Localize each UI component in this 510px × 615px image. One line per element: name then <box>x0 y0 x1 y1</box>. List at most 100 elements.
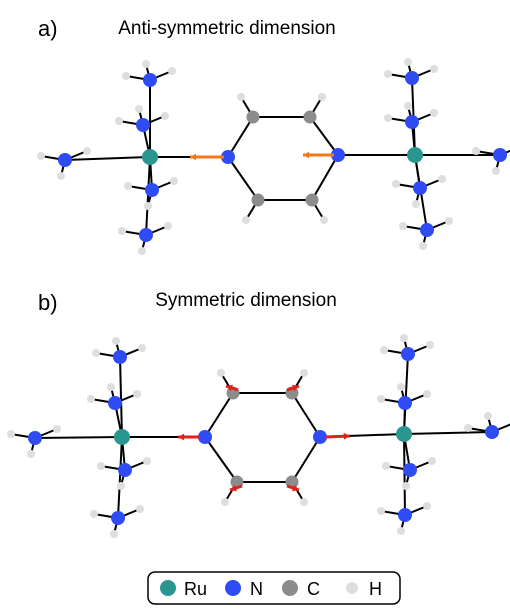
atom-h <box>426 341 434 349</box>
atom-h <box>430 65 438 73</box>
atom-n <box>485 425 499 439</box>
atom-h <box>412 200 420 208</box>
atom-n <box>405 71 419 85</box>
atom-h <box>423 502 431 510</box>
arrow-head <box>303 152 309 159</box>
atom-h <box>484 412 492 420</box>
atom-h <box>423 390 431 398</box>
atom-n <box>198 430 212 444</box>
atom-ru <box>407 147 423 163</box>
atom-h <box>377 395 385 403</box>
atom-n <box>28 431 42 445</box>
atom-h <box>300 369 308 377</box>
atom-n <box>136 118 150 132</box>
bond <box>310 117 338 155</box>
atom-h <box>397 527 405 535</box>
atom-h <box>117 482 125 490</box>
atom-h <box>164 222 172 230</box>
atom-h <box>402 482 410 490</box>
atom-h <box>221 498 229 506</box>
atom-h <box>380 346 388 354</box>
atom-h <box>392 180 400 188</box>
panel-label: a) <box>38 16 58 41</box>
panel-title: Anti-symmetric dimension <box>118 18 336 39</box>
arrow-head <box>178 434 184 441</box>
atom-h <box>419 242 427 250</box>
atom-h <box>217 369 225 377</box>
atom-h <box>122 72 130 80</box>
arrow-head <box>344 433 350 440</box>
atom-h <box>7 430 15 438</box>
legend-swatch <box>282 580 298 596</box>
atom-c <box>252 194 265 207</box>
atom-h <box>445 217 453 225</box>
atom-h <box>384 114 392 122</box>
atom-h <box>107 383 115 391</box>
legend-label: Ru <box>184 579 207 599</box>
panel-label: b) <box>38 290 58 315</box>
atom-h <box>142 60 150 68</box>
atom-h <box>37 152 45 160</box>
atom-h <box>124 182 132 190</box>
atom-n <box>403 463 417 477</box>
atom-h <box>143 457 151 465</box>
bond <box>228 157 258 200</box>
atom-h <box>320 216 328 224</box>
atom-h <box>428 457 436 465</box>
atom-h <box>92 349 100 357</box>
atom-h <box>300 498 308 506</box>
atom-h <box>97 462 105 470</box>
atom-h <box>438 175 446 183</box>
atom-n <box>143 73 157 87</box>
legend-label: H <box>369 579 382 599</box>
legend-label: C <box>307 579 320 599</box>
atom-n <box>145 183 159 197</box>
atom-n <box>113 350 127 364</box>
atom-h <box>242 216 250 224</box>
atom-h <box>112 337 120 345</box>
atom-h <box>138 344 146 352</box>
atom-h <box>237 93 245 101</box>
atom-c <box>304 111 317 124</box>
atom-h <box>161 112 169 120</box>
atom-h <box>133 390 141 398</box>
atom-n <box>493 148 507 162</box>
bond <box>205 437 237 482</box>
atom-h <box>404 58 412 66</box>
atom-h <box>168 67 176 75</box>
arrow-head <box>190 154 196 161</box>
legend-label: N <box>250 579 263 599</box>
atom-h <box>115 117 123 125</box>
bond <box>118 437 122 518</box>
atom-n <box>405 115 419 129</box>
legend-swatch <box>160 580 176 596</box>
atom-n <box>420 223 434 237</box>
bond <box>292 393 320 437</box>
legend-swatch <box>225 580 241 596</box>
panel-title: Symmetric dimension <box>155 290 337 311</box>
atom-h <box>464 424 472 432</box>
atom-h <box>138 247 146 255</box>
atom-h <box>377 507 385 515</box>
atom-n <box>398 508 412 522</box>
atom-h <box>87 395 95 403</box>
atom-h <box>318 93 326 101</box>
atom-h <box>472 147 480 155</box>
atom-h <box>144 202 152 210</box>
figure: a) Anti-symmetric dimension b) Symmetric… <box>0 0 510 610</box>
legend: Ru N C H <box>148 572 400 604</box>
bond <box>65 157 150 160</box>
bond <box>35 437 122 438</box>
atom-h <box>110 530 118 538</box>
bond <box>292 437 320 482</box>
atom-h <box>90 510 98 518</box>
atom-c <box>247 111 260 124</box>
atom-h <box>57 172 65 180</box>
atom-h <box>53 425 61 433</box>
atom-n <box>118 463 132 477</box>
atom-h <box>397 383 405 391</box>
atom-h <box>27 450 35 458</box>
atom-h <box>170 177 178 185</box>
atom-ru <box>142 149 158 165</box>
atom-n <box>58 153 72 167</box>
